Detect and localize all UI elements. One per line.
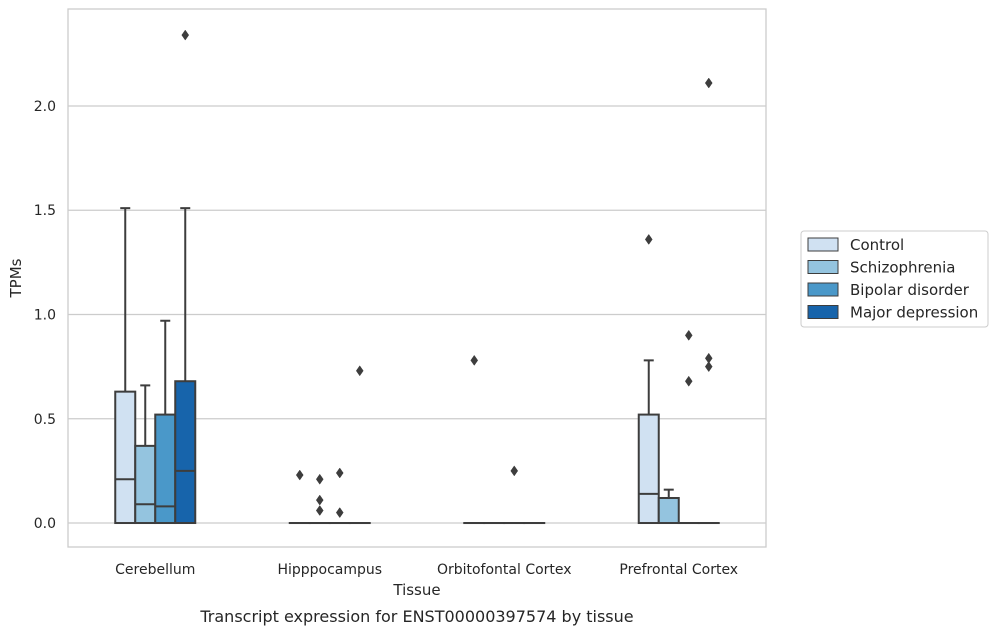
box-schizophrenia — [308, 473, 331, 525]
box-control — [288, 469, 311, 525]
legend-items: Control Schizophrenia Bipolar disorder Majo… — [807, 236, 978, 322]
plot-area-frame — [67, 8, 767, 548]
box-bipolar-disorder — [154, 319, 177, 525]
outlier-point — [644, 233, 653, 245]
box-body — [134, 444, 157, 525]
outlier-point — [335, 507, 344, 519]
x-tick-label: Orbitofontal Cortex — [437, 562, 572, 578]
x-axis-title: Tissue — [392, 581, 440, 599]
box-bipolar-disorder — [677, 329, 700, 525]
box-control — [463, 354, 486, 525]
box-major-depression — [348, 365, 371, 525]
box-control — [637, 233, 660, 525]
outlier-point — [315, 494, 324, 506]
legend-swatch — [807, 305, 839, 319]
outlier-point — [510, 465, 519, 477]
y-tick-label: 1.5 — [34, 203, 56, 219]
y-axis-title: TPMs — [7, 258, 25, 298]
x-tick-label: Cerebellum — [115, 562, 195, 578]
outlier-point — [684, 375, 693, 387]
outlier-point — [315, 505, 324, 516]
boxes-layer — [114, 29, 720, 525]
y-tick-label: 1.0 — [34, 307, 56, 323]
box-major-depression — [697, 77, 720, 525]
legend-label: Major depression — [850, 304, 978, 322]
outlier-point — [704, 361, 713, 373]
box-body — [114, 390, 137, 525]
legend-frame — [800, 230, 989, 328]
box-bipolar-disorder — [503, 465, 526, 525]
outlier-point — [470, 354, 479, 366]
y-tick-labels: 0.0 0.5 1.0 1.5 2.0 — [34, 99, 56, 532]
legend-swatch — [807, 237, 839, 252]
box-body — [637, 413, 660, 525]
outlier-point — [295, 469, 304, 481]
outlier-point — [704, 77, 713, 89]
x-tick-label: Hipppocampus — [277, 562, 382, 578]
x-tick-labels: Cerebellum Hipppocampus Orbitofontal Corte… — [115, 562, 738, 578]
y-tick-label: 2.0 — [34, 99, 56, 115]
outlier-point — [335, 467, 344, 479]
y-tick-label: 0.5 — [34, 412, 56, 428]
box-control — [114, 207, 137, 525]
x-tick-label: Prefrontal Cortex — [619, 562, 738, 578]
box-body — [174, 380, 197, 525]
legend-label: Control — [850, 236, 904, 254]
legend-swatch — [807, 260, 839, 274]
legend-swatch — [807, 282, 839, 297]
outlier-point — [355, 365, 364, 377]
box-schizophrenia — [134, 384, 157, 525]
box-schizophrenia — [657, 488, 680, 525]
box-body — [657, 496, 680, 525]
legend: Control Schizophrenia Bipolar disorder Majo… — [800, 230, 989, 328]
outlier-point — [315, 473, 324, 485]
box-major-depression — [174, 29, 197, 525]
box-bipolar-disorder — [328, 467, 351, 525]
outlier-point — [684, 329, 693, 341]
outlier-point — [181, 29, 190, 41]
legend-label: Bipolar disorder — [850, 281, 970, 299]
y-tick-label: 0.0 — [34, 516, 56, 532]
legend-label: Schizophrenia — [850, 259, 955, 277]
chart-caption: Transcript expression for ENST0000039757… — [199, 607, 633, 626]
